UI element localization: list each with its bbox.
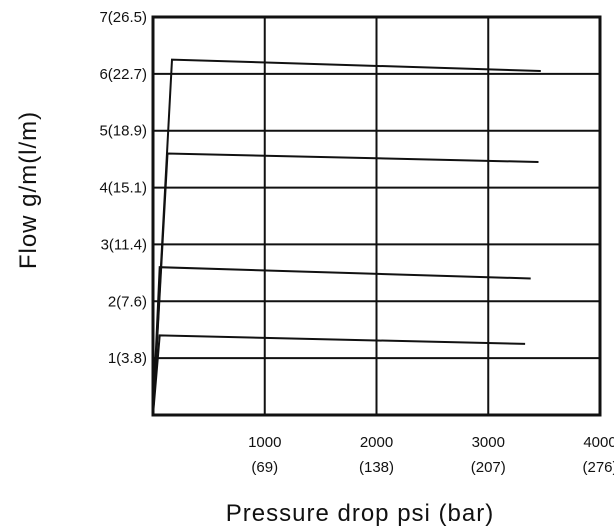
series-layer <box>152 58 541 416</box>
y-tick-label-7: 7(26.5) <box>99 9 147 26</box>
x-tick-label-1000: 1000 <box>248 434 281 451</box>
x-tick-sublabel-2000: (138) <box>359 459 394 476</box>
series-line-4 <box>152 58 541 416</box>
x-tick-label-2000: 2000 <box>360 434 393 451</box>
x-tick-sublabel-4000: (276) <box>582 459 614 476</box>
y-axis-title: Flow g/m(l/m) <box>15 111 42 269</box>
series-line-3 <box>152 152 539 416</box>
x-axis-title: Pressure drop psi (bar) <box>226 500 494 527</box>
grid-layer <box>151 15 602 417</box>
y-tick-label-4: 4(15.1) <box>99 180 147 197</box>
x-tick-sublabel-3000: (207) <box>471 459 506 476</box>
y-tick-label-6: 6(22.7) <box>99 66 147 83</box>
series-line-2 <box>152 266 531 416</box>
x-tick-label-3000: 3000 <box>472 434 505 451</box>
x-tick-label-4000: 4000 <box>583 434 614 451</box>
y-tick-label-2: 2(7.6) <box>108 293 147 310</box>
x-tick-sublabel-1000: (69) <box>251 459 278 476</box>
y-tick-label-3: 3(11.4) <box>101 236 147 253</box>
y-tick-label-1: 1(3.8) <box>108 350 147 367</box>
tick-layer: 1(3.8) 2(7.6) 3(11.4) 4(15.1) 5(18.9) 6(22.7)… <box>99 9 614 476</box>
y-tick-label-5: 5(18.9) <box>99 123 147 140</box>
series-line-1 <box>152 334 526 416</box>
